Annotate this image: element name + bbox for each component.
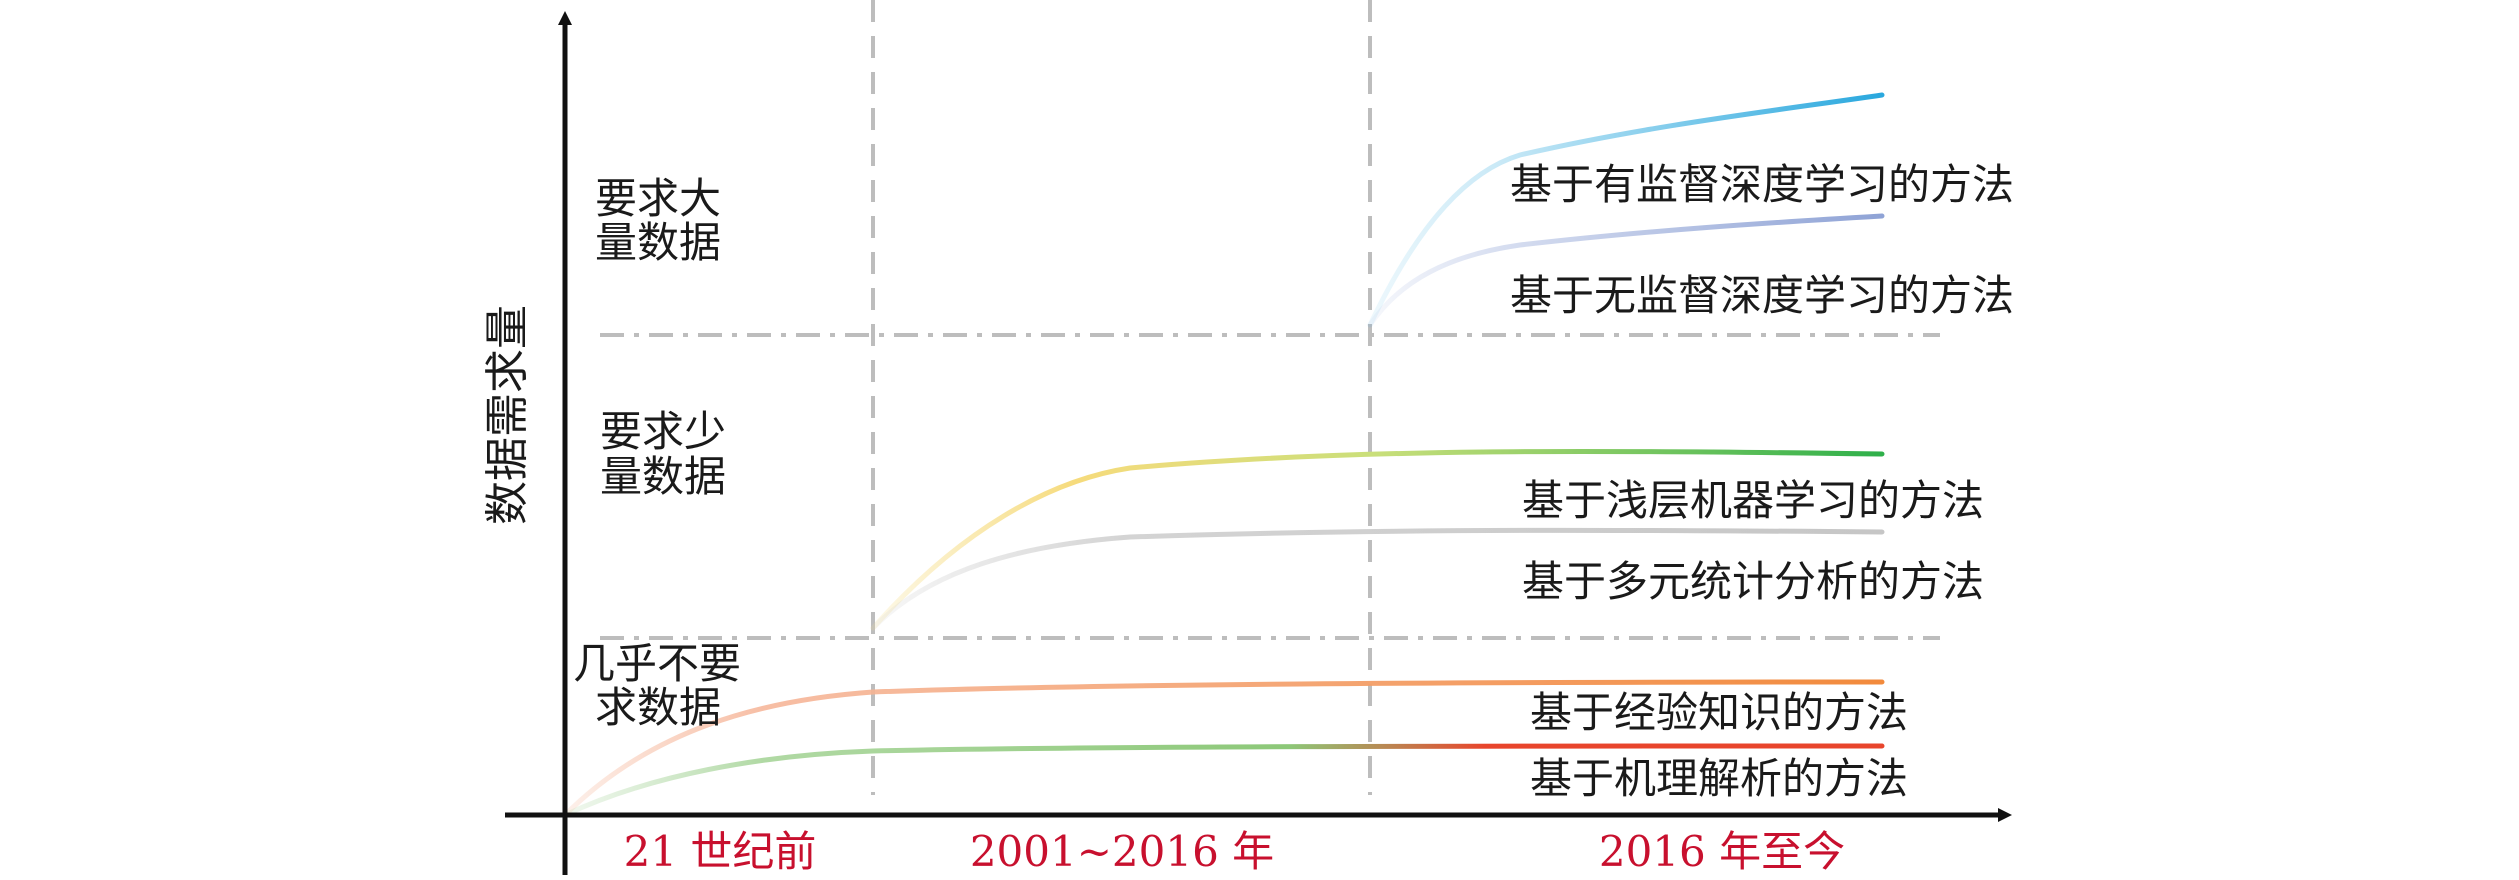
level-mid-line2: 量数据 xyxy=(600,452,726,501)
level-mid-line1: 要求少 xyxy=(600,407,726,456)
label-shallow-ml: 基于浅层机器学习的方法 xyxy=(1522,476,1984,525)
era-label-2001-2016: 2001~2016 年 xyxy=(970,827,1274,876)
level-high-line1: 要求大 xyxy=(595,174,721,223)
y-axis-label: 数据需求量 xyxy=(482,305,533,525)
era-label-2016-now: 2016 年至今 xyxy=(1599,827,1845,876)
label-unsupervised-deep: 基于无监督深度学习的方法 xyxy=(1510,271,2014,320)
level-low-line1: 几乎不要 xyxy=(573,639,741,688)
label-supervised-deep: 基于有监督深度学习的方法 xyxy=(1510,160,2014,209)
level-high-line2: 量数据 xyxy=(595,218,721,267)
multivariate-stat-curve xyxy=(870,527,1885,631)
supervised-deep-curve xyxy=(1367,92,1885,328)
label-mechanism: 基于机理解析的方法 xyxy=(1530,754,1908,803)
unsupervised-deep-curve xyxy=(1367,213,1885,328)
label-multivariate-stat: 基于多元统计分析的方法 xyxy=(1522,557,1984,606)
era-label-pre-2000: 21 世纪前 xyxy=(624,827,817,876)
shallow-ml-curve xyxy=(870,448,1885,631)
label-empirical: 基于经验知识的方法 xyxy=(1530,688,1908,737)
mechanism-curve xyxy=(562,743,1885,818)
level-low-line2: 求数据 xyxy=(595,683,721,732)
empirical-curve xyxy=(562,679,1885,818)
